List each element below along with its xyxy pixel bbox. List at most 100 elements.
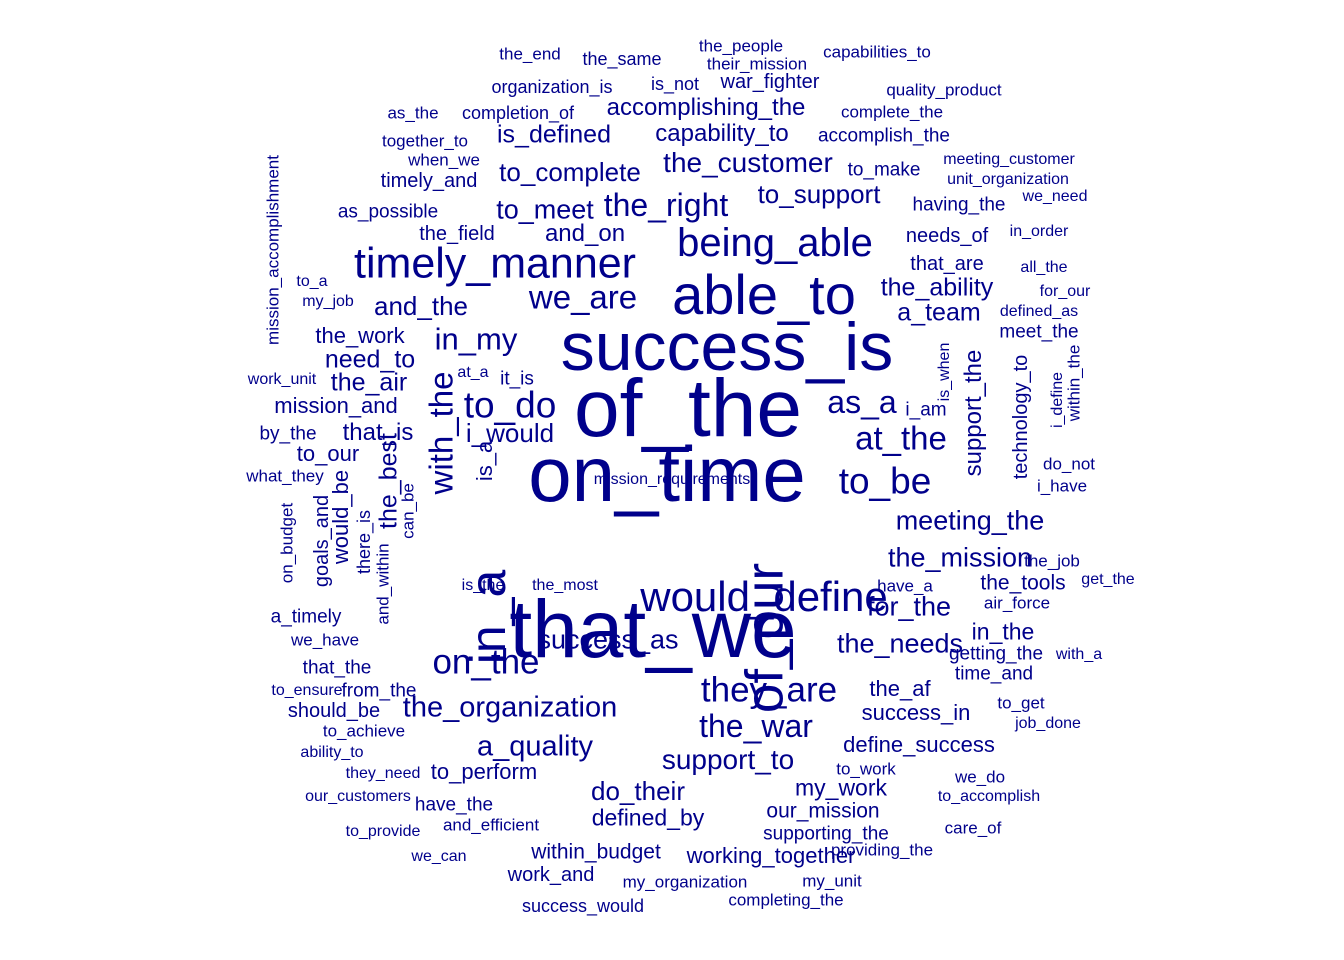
word-defined-as: defined_as	[999, 303, 1079, 320]
word-at-a: at_a	[457, 364, 489, 381]
word-job-done: job_done	[1015, 715, 1081, 732]
word-with-the: with_the	[422, 371, 460, 495]
word-to-be: to_be	[838, 460, 932, 502]
word-the-mission: the_mission	[887, 542, 1033, 573]
word-success-would: success_would	[521, 896, 645, 916]
word-we-are: we_are	[528, 278, 638, 316]
word-meeting-customer: meeting_customer	[943, 151, 1075, 168]
word-is-when: is_when	[936, 342, 953, 402]
word-completing-the: completing_the	[728, 890, 844, 910]
word-that-is: that_is	[342, 419, 414, 446]
word-there-is: there_is	[354, 509, 374, 575]
word-quality-product: quality_product	[886, 80, 1002, 100]
word-together-to: together_to	[381, 131, 469, 151]
word-we-do: we_do	[954, 767, 1006, 787]
word-they-are: they_are	[700, 670, 838, 710]
word-organization-is: organization_is	[491, 77, 613, 97]
word-unit-organization: unit_organization	[947, 171, 1069, 188]
word-should-be: should_be	[287, 700, 381, 722]
word-i-define: i_define	[1049, 371, 1066, 429]
word-success-in: success_in	[861, 700, 971, 725]
word-what-they: what_they	[246, 466, 324, 486]
word-would-define: would_define	[640, 573, 888, 620]
word-the-customer: the_customer	[663, 147, 833, 178]
word-the-air: the_air	[330, 368, 408, 397]
word-a-quality: a_quality	[476, 730, 594, 763]
word-to-our: to_our	[296, 441, 360, 466]
word-within-the: within_the	[1064, 344, 1084, 422]
word-can-be: can_be	[398, 483, 418, 539]
word-time-and: time_and	[954, 663, 1034, 685]
word-by-the: by_the	[259, 423, 317, 445]
word-would-be: would_be	[328, 469, 353, 565]
word-providing-the: providing_the	[830, 840, 934, 860]
word-that-we: that_we	[509, 584, 797, 675]
word-success-as: success_as	[537, 624, 679, 655]
word-i-am: i_am	[905, 399, 947, 421]
word-to-a: to_a	[296, 273, 328, 290]
word-as-a: as_a	[827, 384, 897, 420]
word-to-ensure: to_ensure	[271, 682, 343, 699]
word-the-organization: the_organization	[402, 691, 618, 724]
word-working-together: working_together	[686, 843, 856, 868]
word-meet-the: meet_the	[999, 321, 1079, 343]
word-success-is: success_is	[560, 309, 894, 385]
word-capabilities-to: capabilities_to	[823, 42, 931, 62]
word-all-the: all_the	[1020, 259, 1068, 276]
word-it-is: it_is	[500, 368, 534, 390]
word-define-success: define_success	[843, 732, 995, 757]
word-and-the: and_the	[374, 291, 468, 321]
word-accomplishing-the: accomplishing_the	[606, 94, 806, 121]
word-meeting-the: meeting_the	[895, 505, 1045, 536]
word-their-mission: their_mission	[706, 54, 808, 74]
word-being-able: being_able	[677, 221, 873, 265]
word-mission-accomplishment: mission_accomplishment	[263, 155, 283, 345]
word-as-possible: as_possible	[337, 201, 439, 223]
word-care-of: care_of	[944, 818, 1002, 838]
word-i-would: i_would	[465, 418, 555, 448]
word-a-timely: a_timely	[270, 606, 342, 628]
word-do-not: do_not	[1043, 454, 1095, 474]
word-our-mission: our_mission	[766, 799, 880, 823]
word-on-budget: on_budget	[277, 502, 297, 584]
word-goals-and: goals_and	[311, 494, 333, 588]
word-my-job: my_job	[302, 293, 354, 310]
word-the-most: the_most	[532, 577, 598, 594]
word-to-achieve: to_achieve	[322, 721, 406, 741]
word-the-right: the_right	[603, 187, 729, 223]
word-in-my: in_my	[434, 321, 518, 357]
word-the-same: the_same	[582, 49, 662, 69]
word-the-job: the_job	[1024, 551, 1080, 571]
word-and-efficient: and_efficient	[442, 815, 540, 835]
word-my-unit: my_unit	[802, 871, 862, 891]
word-the-field: the_field	[419, 223, 495, 245]
word-of-the: of_the	[574, 363, 802, 454]
word-the-end: the_end	[499, 44, 561, 64]
word-to-accomplish: to_accomplish	[937, 788, 1041, 805]
word-getting-the: getting_the	[948, 643, 1044, 665]
word-work-and: work_and	[507, 864, 595, 886]
word-and-on: and_on	[544, 220, 626, 247]
word-we-have: we_have	[290, 630, 360, 650]
word-ability-to: ability_to	[300, 744, 364, 761]
word-the-work: the_work	[315, 323, 405, 348]
word-defined-by: defined_by	[591, 804, 705, 831]
word-the-war: the_war	[699, 708, 813, 744]
word-having-the: having_the	[912, 194, 1006, 216]
word-the-ability: the_ability	[880, 273, 994, 302]
word-at-the: at_the	[855, 419, 947, 457]
word-my-organization: my_organization	[622, 872, 748, 892]
word-mission-requirements: mission_requirements	[593, 471, 751, 488]
word-do-their: do_their	[591, 776, 685, 806]
word-the-af: the_af	[869, 676, 931, 701]
word-we-can: we_can	[411, 848, 467, 865]
word-on-the: on_the	[432, 642, 540, 682]
word-for-the: for_the	[866, 591, 952, 622]
word-they-need: they_need	[345, 765, 421, 782]
word-when-we: when_we	[408, 150, 480, 170]
word-complete-the: complete_the	[840, 102, 944, 122]
word-is-the: is_the	[461, 577, 505, 594]
word-air-force: air_force	[983, 593, 1051, 613]
word-on-time: on_time	[528, 430, 806, 518]
word-technology-to: technology_to	[1010, 354, 1032, 480]
